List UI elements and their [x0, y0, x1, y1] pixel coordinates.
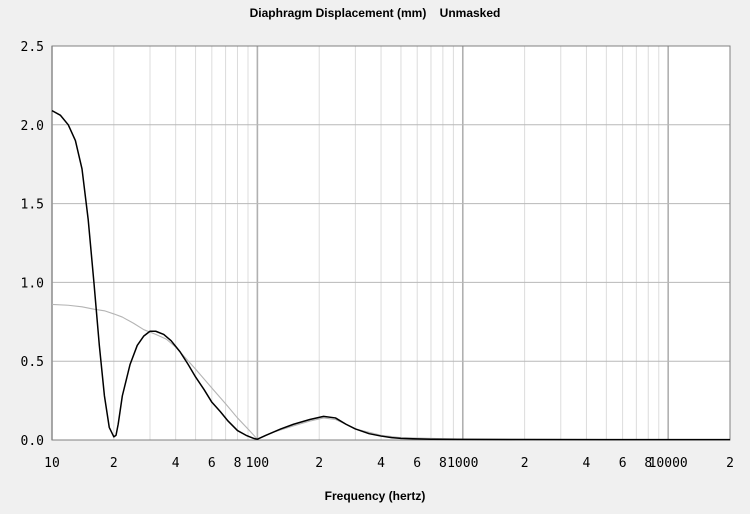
x-tick-label: 8 [439, 456, 447, 471]
y-tick-label: 0.5 [21, 355, 44, 370]
series-line [51, 109, 730, 441]
x-tick-label: 2 [315, 456, 323, 471]
x-tick-label: 100 [246, 456, 269, 471]
x-tick-label: 6 [208, 456, 216, 471]
x-tick-label: 4 [583, 456, 591, 471]
y-tick-label: 1.0 [21, 276, 44, 291]
series-line [51, 303, 730, 441]
x-tick-label: 6 [619, 456, 627, 471]
x-tick-label: 4 [377, 456, 385, 471]
plot-background [52, 46, 730, 440]
x-axis-label: Frequency (hertz) [324, 489, 426, 503]
y-tick-label: 2.5 [21, 40, 44, 55]
y-tick-label: 0.0 [21, 434, 44, 449]
x-tick-label: 2 [726, 456, 734, 471]
plot-frame [51, 45, 731, 441]
x-tick-label: 2 [110, 456, 118, 471]
chart-title: Diaphragm Displacement (mm) [249, 6, 427, 20]
chart-subtitle: Unmasked [439, 6, 501, 20]
x-tick-label: 8 [234, 456, 242, 471]
x-tick-label: 8 [644, 456, 652, 471]
x-tick-label: 10 [44, 456, 60, 471]
x-tick-label: 2 [521, 456, 529, 471]
x-tick-label: 4 [172, 456, 180, 471]
y-tick-label: 2.0 [21, 119, 44, 134]
chart-title-row: Diaphragm Displacement (mm) Unmasked [0, 6, 750, 20]
x-tick-label: 10000 [649, 456, 688, 471]
x-tick-label: 6 [413, 456, 421, 471]
y-tick-label: 1.5 [21, 198, 44, 213]
x-tick-label: 1000 [447, 456, 478, 471]
